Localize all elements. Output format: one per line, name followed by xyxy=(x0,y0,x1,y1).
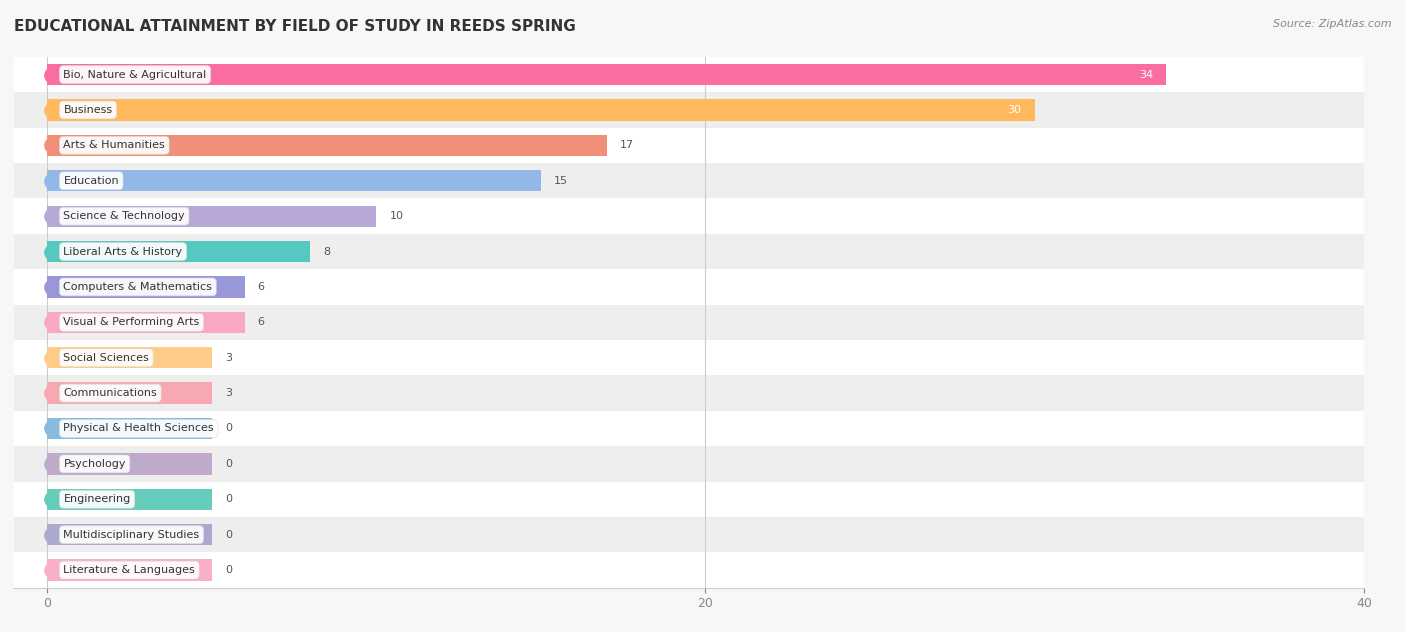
Bar xyxy=(14,57,1364,92)
Text: 10: 10 xyxy=(389,211,404,221)
Bar xyxy=(46,170,541,191)
Text: Science & Technology: Science & Technology xyxy=(63,211,186,221)
Bar xyxy=(46,312,245,333)
Text: Social Sciences: Social Sciences xyxy=(63,353,149,363)
Bar xyxy=(46,489,211,510)
Bar xyxy=(46,135,606,156)
Bar xyxy=(14,411,1364,446)
Text: Arts & Humanities: Arts & Humanities xyxy=(63,140,165,150)
Text: 17: 17 xyxy=(620,140,634,150)
Bar xyxy=(46,347,211,368)
Text: 6: 6 xyxy=(257,317,264,327)
Text: Physical & Health Sciences: Physical & Health Sciences xyxy=(63,423,214,434)
Bar xyxy=(14,234,1364,269)
Bar xyxy=(14,305,1364,340)
Text: Education: Education xyxy=(63,176,120,186)
Text: 0: 0 xyxy=(225,423,232,434)
Bar xyxy=(46,524,211,545)
Bar xyxy=(14,340,1364,375)
Bar xyxy=(46,559,211,581)
Bar xyxy=(46,276,245,298)
Text: 8: 8 xyxy=(323,246,330,257)
Bar xyxy=(14,517,1364,552)
Bar xyxy=(46,382,211,404)
Text: Computers & Mathematics: Computers & Mathematics xyxy=(63,282,212,292)
Bar xyxy=(14,446,1364,482)
Text: 34: 34 xyxy=(1139,70,1153,80)
Text: 0: 0 xyxy=(225,459,232,469)
Bar xyxy=(14,128,1364,163)
Bar xyxy=(46,64,1167,85)
Bar xyxy=(14,375,1364,411)
Text: Liberal Arts & History: Liberal Arts & History xyxy=(63,246,183,257)
Text: 0: 0 xyxy=(225,494,232,504)
Text: Source: ZipAtlas.com: Source: ZipAtlas.com xyxy=(1274,19,1392,29)
Text: Multidisciplinary Studies: Multidisciplinary Studies xyxy=(63,530,200,540)
Bar xyxy=(14,198,1364,234)
Text: EDUCATIONAL ATTAINMENT BY FIELD OF STUDY IN REEDS SPRING: EDUCATIONAL ATTAINMENT BY FIELD OF STUDY… xyxy=(14,19,576,34)
Bar xyxy=(14,163,1364,198)
Bar xyxy=(46,205,377,227)
Text: Bio, Nature & Agricultural: Bio, Nature & Agricultural xyxy=(63,70,207,80)
Bar xyxy=(14,92,1364,128)
Bar xyxy=(14,269,1364,305)
Text: Business: Business xyxy=(63,105,112,115)
Text: Engineering: Engineering xyxy=(63,494,131,504)
Text: 6: 6 xyxy=(257,282,264,292)
Text: Literature & Languages: Literature & Languages xyxy=(63,565,195,575)
Bar xyxy=(46,418,211,439)
Text: 30: 30 xyxy=(1008,105,1021,115)
Text: 15: 15 xyxy=(554,176,568,186)
Text: 3: 3 xyxy=(225,353,232,363)
Bar xyxy=(46,99,1035,121)
Text: Psychology: Psychology xyxy=(63,459,127,469)
Bar xyxy=(46,453,211,475)
Text: Visual & Performing Arts: Visual & Performing Arts xyxy=(63,317,200,327)
Text: 0: 0 xyxy=(225,530,232,540)
Bar xyxy=(14,552,1364,588)
Bar xyxy=(46,241,311,262)
Text: Communications: Communications xyxy=(63,388,157,398)
Text: 3: 3 xyxy=(225,388,232,398)
Text: 0: 0 xyxy=(225,565,232,575)
Bar xyxy=(14,482,1364,517)
